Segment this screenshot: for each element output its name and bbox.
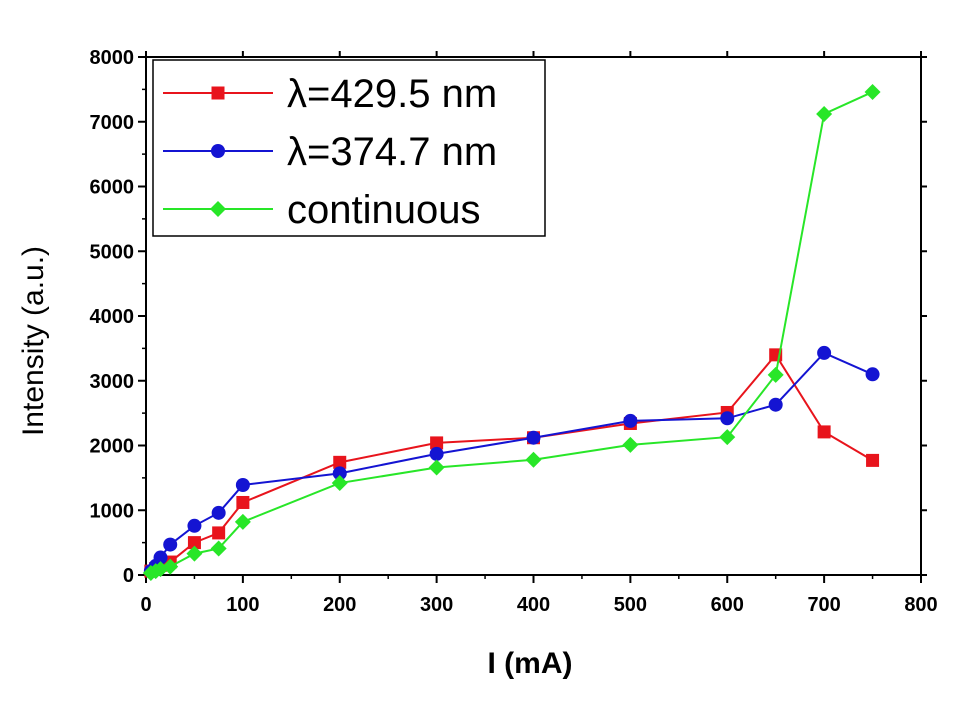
x-tick-label: 0	[140, 594, 151, 616]
x-tick-label: 600	[711, 594, 744, 616]
data-point	[162, 558, 179, 575]
data-point	[865, 367, 880, 382]
data-point	[186, 545, 203, 562]
y-tick-label: 6000	[90, 177, 135, 199]
legend-marker	[210, 201, 226, 217]
legend-label: λ=429.5 nm	[287, 72, 497, 116]
data-point	[332, 466, 347, 481]
data-point	[331, 475, 348, 492]
data-point	[720, 411, 735, 426]
data-point	[235, 477, 250, 492]
data-point	[210, 540, 227, 557]
legend: λ=429.5 nm λ=374.7 nm continuous	[152, 59, 546, 237]
legend-label: λ=374.7 nm	[287, 130, 497, 174]
x-tick-label: 400	[517, 594, 550, 616]
data-point	[163, 537, 178, 552]
data-point	[211, 505, 226, 520]
y-tick-label: 2000	[90, 436, 135, 458]
x-tick-label: 700	[807, 594, 840, 616]
data-point	[866, 453, 880, 467]
y-tick-label: 8000	[90, 47, 135, 69]
data-point	[622, 436, 639, 453]
series-layer	[142, 83, 881, 582]
data-point	[153, 550, 168, 565]
data-point	[768, 397, 783, 412]
x-tick-label: 500	[614, 594, 647, 616]
data-point	[428, 459, 445, 476]
y-tick-label: 4000	[90, 306, 135, 328]
x-tick-label: 200	[323, 594, 356, 616]
y-tick-label: 0	[123, 565, 134, 587]
y-tick-label: 3000	[90, 371, 135, 393]
data-point	[430, 436, 444, 450]
data-point	[767, 366, 784, 383]
data-point	[526, 430, 541, 445]
data-point	[212, 526, 226, 540]
data-point	[236, 495, 250, 509]
series-line	[150, 353, 874, 572]
legend-marker	[211, 86, 225, 100]
y-tick-label: 1000	[90, 500, 135, 522]
data-point	[333, 455, 347, 469]
ticks: 0 100 200 300 400 500 600 700 800010002000300040…	[90, 47, 938, 616]
data-point	[187, 536, 201, 550]
data-point	[429, 446, 444, 461]
x-tick-label: 300	[420, 594, 453, 616]
x-tick-label: 800	[904, 594, 937, 616]
series-2	[142, 83, 881, 582]
legend-label: continuous	[287, 188, 480, 232]
data-point	[816, 105, 833, 122]
series-1	[143, 345, 880, 579]
data-point	[864, 83, 881, 100]
data-point	[234, 513, 251, 530]
data-point	[719, 429, 736, 446]
legend-item-1: λ=374.7 nm	[163, 130, 497, 174]
y-axis-title: Intensity (a.u.)	[17, 246, 50, 436]
data-point	[817, 345, 832, 360]
legend-item-2: continuous	[163, 188, 480, 232]
data-point	[187, 518, 202, 533]
y-tick-label: 7000	[90, 112, 135, 134]
x-tick-label: 100	[226, 594, 259, 616]
data-point	[525, 451, 542, 468]
legend-items: λ=429.5 nm λ=374.7 nm continuous	[163, 72, 497, 232]
data-point	[623, 413, 638, 428]
x-axis-title: I (mA)	[488, 647, 573, 680]
data-point	[817, 425, 831, 439]
legend-marker	[211, 144, 225, 158]
y-tick-label: 5000	[90, 241, 135, 263]
legend-item-0: λ=429.5 nm	[163, 72, 497, 116]
